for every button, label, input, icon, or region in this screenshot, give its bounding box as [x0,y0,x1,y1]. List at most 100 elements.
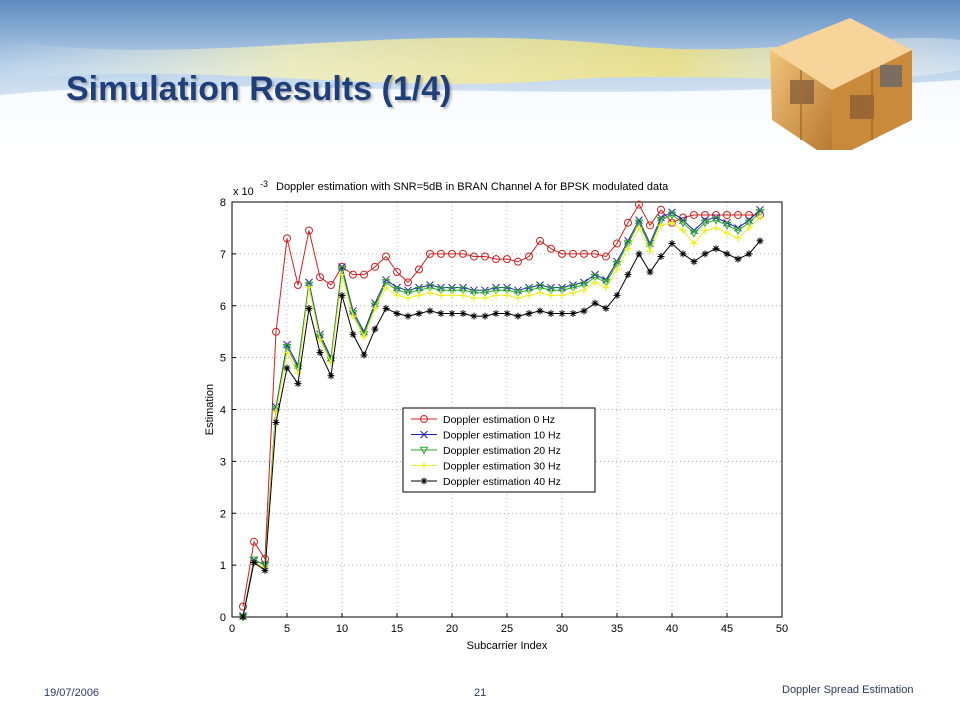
data-point [382,284,390,292]
data-point [678,219,688,228]
data-point [514,294,522,302]
data-point [547,310,555,318]
data-point [547,244,555,253]
data-point [701,210,709,219]
data-point [734,210,742,219]
data-point [701,250,709,258]
data-point [404,312,412,320]
data-point [294,369,302,377]
footer-page-number: 21 [474,687,487,699]
data-point [426,307,434,315]
data-point [480,289,490,298]
data-point [271,406,281,415]
data-point [558,291,566,299]
x-tick-label: 0 [229,623,235,635]
slide-title: Simulation Results (1/4) [66,70,452,108]
data-point [503,291,511,299]
data-point [491,286,501,295]
y-tick-label: 2 [220,508,226,520]
legend-entry [411,477,437,485]
data-point [437,291,445,299]
x-tick-label: 50 [776,623,788,635]
data-point [437,310,445,318]
data-point [261,566,269,574]
series-line [242,203,760,607]
x-tick-label: 35 [611,623,623,635]
data-point [371,325,379,333]
data-point [635,200,643,209]
data-point [503,310,511,318]
data-point [393,268,401,277]
data-point [360,351,368,359]
data-point [612,260,622,269]
legend-label: Doppler estimation 30 Hz [443,461,561,473]
data-point [436,286,446,295]
y-tick-label: 4 [220,405,226,417]
data-point [360,333,368,341]
data-point [381,279,391,287]
data-point [420,430,428,439]
data-point [470,312,478,320]
data-point [316,335,324,343]
data-point [338,271,346,279]
data-point [624,218,632,227]
data-point [745,224,753,232]
data-point [239,602,247,611]
data-point [305,284,313,292]
data-point [613,265,621,273]
data-point [602,304,610,312]
data-point [382,252,390,261]
data-point [700,219,710,228]
data-point [316,348,324,356]
data-point [580,249,588,258]
data-point [414,286,424,295]
footer-date: 19/07/2006 [44,687,100,699]
data-point [371,304,379,312]
data-point [734,255,742,263]
data-point [723,229,731,237]
y-tick-label: 0 [220,612,226,624]
data-point [723,250,731,258]
data-point [536,307,544,315]
data-point [558,249,566,258]
data-point [272,418,280,426]
data-point [755,209,765,217]
data-point [547,291,555,299]
data-point [635,224,643,232]
legend-entry [411,462,437,469]
data-point [481,252,489,261]
data-point [250,559,258,567]
data-point [283,234,291,243]
data-point [349,330,357,338]
slide-banner [0,0,960,150]
data-point [646,247,654,255]
plot-frame [231,201,783,618]
y-tick-label: 1 [220,560,226,572]
x-tick-label: 20 [446,623,458,635]
data-point [524,286,534,295]
data-point [536,289,544,297]
data-point [745,210,753,219]
data-point [420,462,428,469]
data-point [294,380,302,388]
data-point [327,359,335,367]
data-point [282,343,292,352]
data-point [667,211,677,220]
data-point [712,245,720,253]
data-point [745,250,753,258]
legend-label: Doppler estimation 10 Hz [443,430,561,442]
data-point [679,250,687,258]
data-point [348,310,358,319]
data-point [613,239,621,248]
cube-logo [770,18,912,150]
data-point [569,249,577,258]
data-point [602,252,610,261]
data-point [668,219,676,227]
data-point [425,284,435,293]
data-point [294,281,302,289]
data-point [623,240,633,249]
data-point [337,266,347,274]
data-point [756,214,764,222]
y-tick-label: 8 [220,197,226,209]
data-point [657,221,665,229]
